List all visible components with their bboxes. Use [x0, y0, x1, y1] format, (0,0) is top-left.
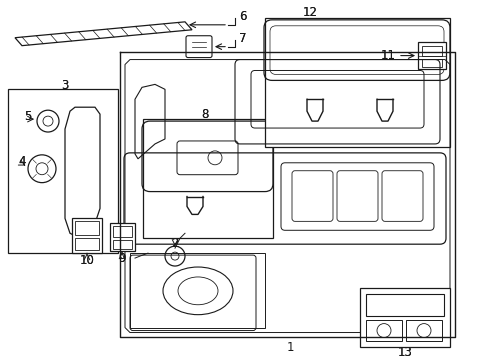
Bar	[72, 219, 102, 253]
Text: 11: 11	[380, 49, 395, 62]
Text: 7: 7	[239, 32, 246, 45]
Bar	[113, 226, 132, 237]
Text: 4: 4	[18, 155, 26, 168]
Text: 5: 5	[24, 110, 32, 123]
Bar	[421, 59, 441, 67]
Bar	[142, 119, 272, 238]
Text: 8: 8	[201, 108, 208, 121]
Bar	[417, 42, 445, 69]
Text: 13: 13	[397, 346, 411, 359]
Text: 4: 4	[18, 155, 26, 168]
Bar	[359, 288, 449, 347]
Bar	[75, 221, 99, 235]
Bar	[130, 253, 264, 328]
Bar	[365, 294, 443, 316]
Text: 2: 2	[171, 237, 179, 250]
Bar	[75, 238, 99, 250]
Text: 9: 9	[118, 252, 125, 265]
Text: 10: 10	[80, 253, 94, 266]
Text: 1: 1	[285, 341, 293, 354]
Bar	[8, 89, 118, 253]
Text: 12: 12	[302, 6, 317, 19]
Text: 7: 7	[239, 32, 246, 45]
Text: 6: 6	[239, 10, 246, 23]
Text: 3: 3	[61, 79, 68, 92]
Bar	[264, 18, 449, 147]
Text: 13: 13	[397, 346, 411, 359]
Text: 8: 8	[201, 108, 208, 121]
Text: 12: 12	[302, 6, 317, 19]
Bar	[365, 320, 401, 342]
Bar	[405, 320, 441, 342]
Text: 2: 2	[171, 237, 179, 250]
Bar	[421, 46, 441, 55]
Text: 5: 5	[24, 110, 32, 123]
Text: 10: 10	[80, 253, 94, 266]
Bar	[113, 240, 132, 249]
Text: 11: 11	[380, 49, 395, 62]
Text: 6: 6	[239, 10, 246, 23]
Bar	[110, 223, 135, 251]
Text: 3: 3	[61, 79, 68, 92]
Text: 9: 9	[118, 252, 125, 265]
